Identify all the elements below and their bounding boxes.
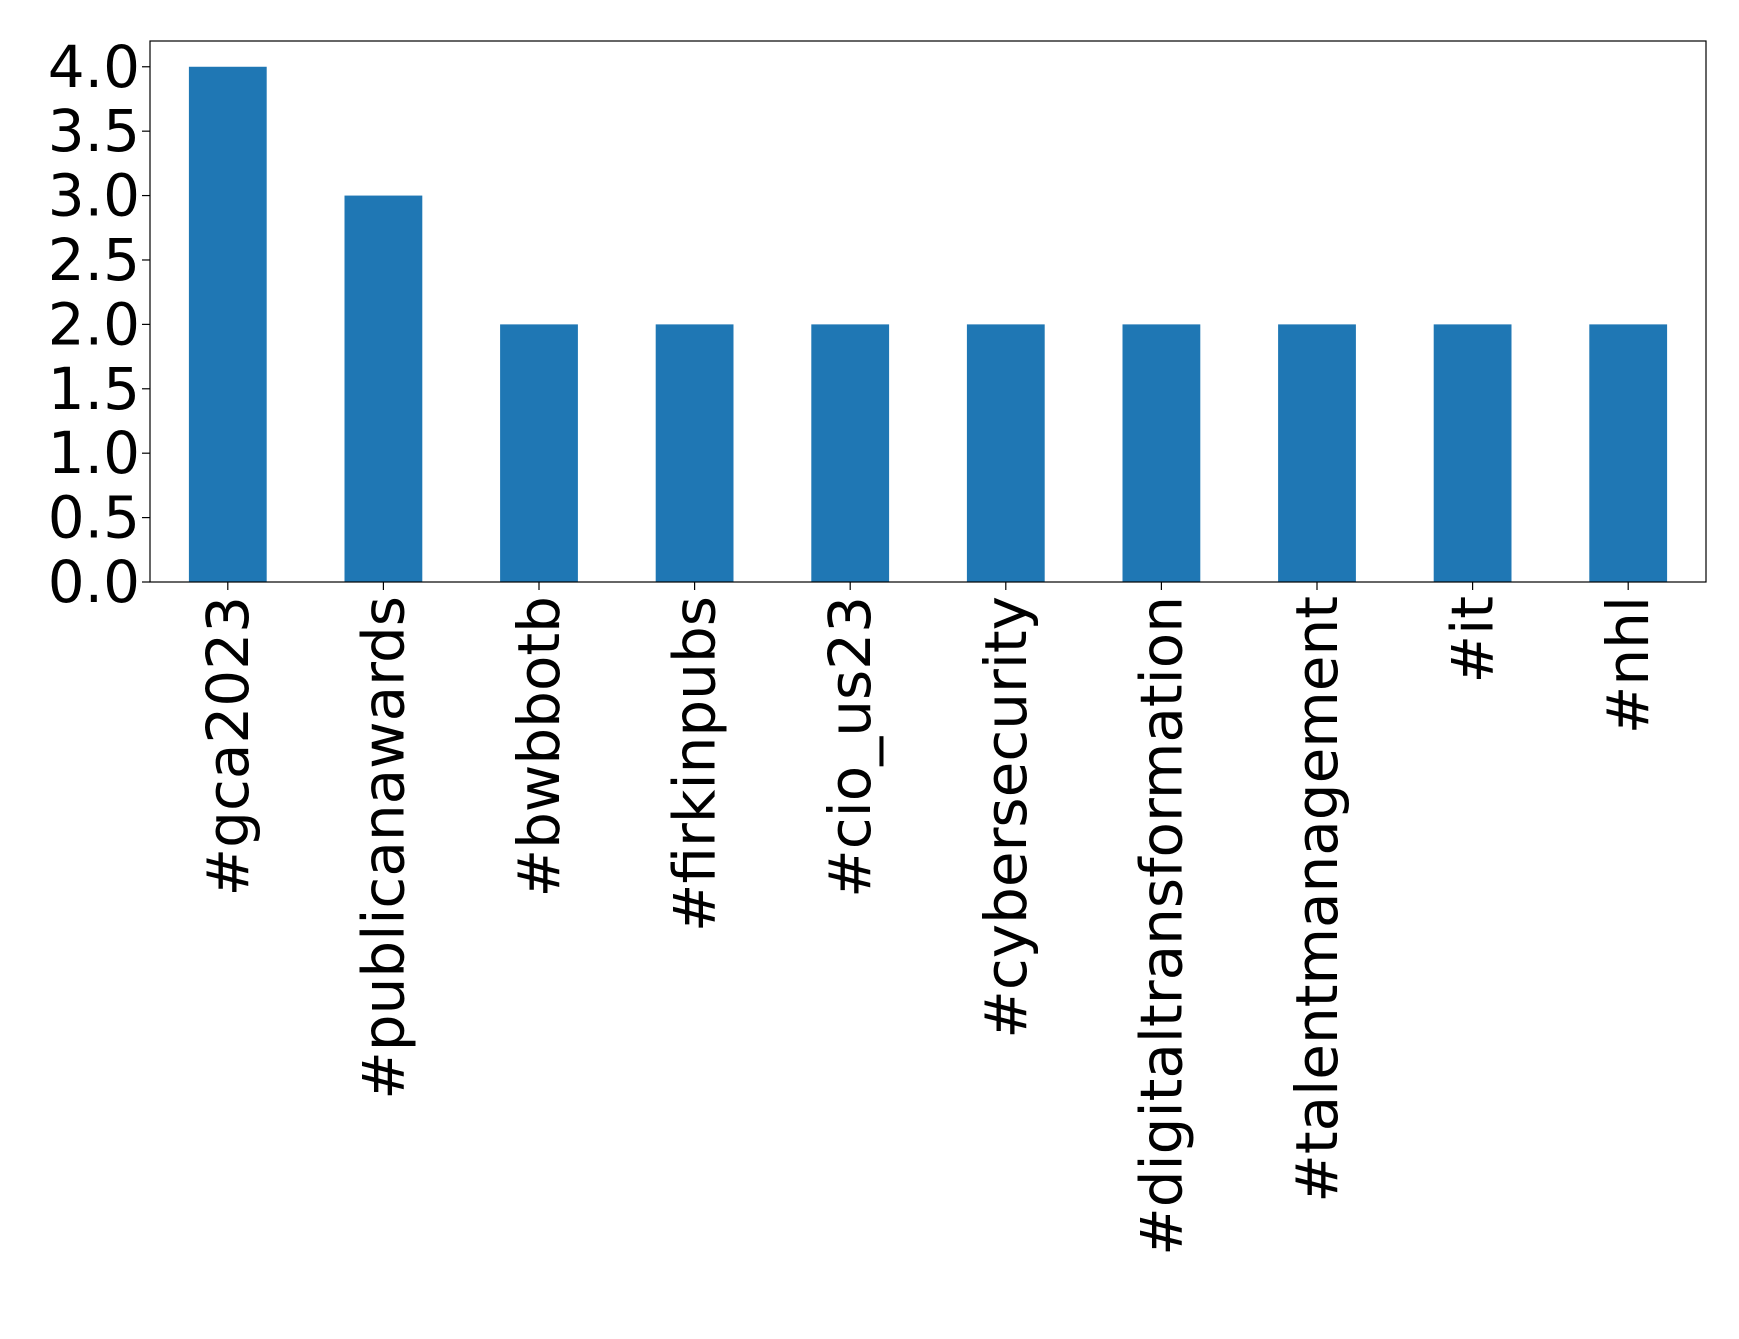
bar-firkinpubs: [655, 324, 734, 582]
x-tick-label: #gca2023: [194, 596, 262, 896]
y-tick-label: 1.5: [48, 355, 140, 423]
x-tick-label: #it: [1439, 596, 1507, 683]
x-tick-label: #talentmanagement: [1283, 596, 1351, 1203]
x-tick-label: #publicanawards: [349, 596, 417, 1100]
bar-cious23: [811, 324, 890, 582]
bar-bwbbotb: [500, 324, 578, 582]
y-axis-ticks: 0.00.51.01.52.02.53.03.54.0: [48, 33, 150, 616]
y-tick-label: 2.5: [48, 226, 140, 294]
y-tick-label: 4.0: [48, 33, 140, 101]
y-tick-label: 3.0: [48, 162, 140, 230]
bar-it: [1433, 324, 1512, 582]
y-tick-label: 2.0: [48, 290, 140, 358]
y-tick-label: 1.0: [48, 419, 140, 487]
x-tick-label: #cybersecurity: [972, 596, 1040, 1039]
y-tick-label: 3.5: [48, 97, 140, 165]
bars-layer: [188, 66, 1668, 583]
axes-layer: [149, 40, 1707, 583]
x-tick-label: #firkinpubs: [661, 596, 729, 932]
x-tick-label: #cio_us23: [816, 596, 884, 898]
x-tick-label: #digitaltransformation: [1127, 596, 1195, 1256]
bar-nhl: [1589, 324, 1668, 582]
x-tick-label: #nhl: [1594, 596, 1662, 734]
x-axis-ticks: #gca2023 #publicanawards #bwbbotb #firkinpu…: [194, 582, 1662, 1256]
x-tick-label: #bwbbotb: [505, 596, 573, 898]
bar-cybersecurity: [966, 324, 1045, 582]
bar-talentmanagement: [1278, 324, 1356, 582]
y-tick-label: 0.0: [48, 548, 140, 616]
bar-digitaltransformation: [1122, 324, 1201, 582]
y-tick-label: 0.5: [48, 484, 140, 552]
bar-gca2023: [188, 66, 267, 582]
plot-frame: [149, 40, 1707, 583]
bar-publicanawards: [344, 195, 423, 583]
